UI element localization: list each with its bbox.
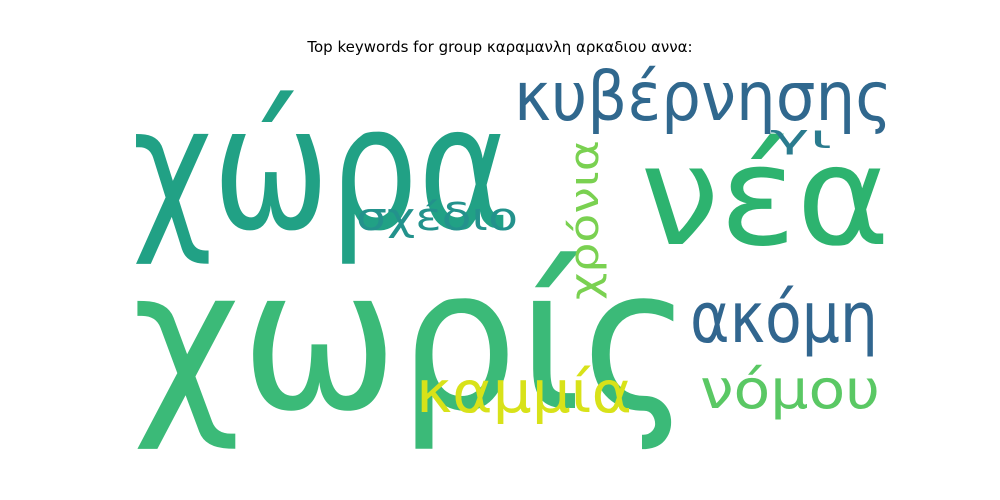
- word-nea: νέα: [640, 116, 890, 277]
- word-kyvernisis: κυβέρνησης: [514, 58, 892, 137]
- word-xora: χώρα: [132, 68, 510, 269]
- word-nomou: νόμου: [700, 358, 880, 421]
- word-kammia: καμμία: [416, 358, 632, 426]
- word-xoris: χωρίς: [132, 227, 692, 455]
- word-xronia: χρόνια: [562, 140, 608, 300]
- figure-title: Top keywords for group καραμανλη αρκαδιο…: [307, 38, 693, 56]
- word-gi: γι: [770, 118, 832, 156]
- word-sxedio: σχέδιο: [356, 195, 518, 239]
- word-akomi: ακόμη: [690, 277, 878, 359]
